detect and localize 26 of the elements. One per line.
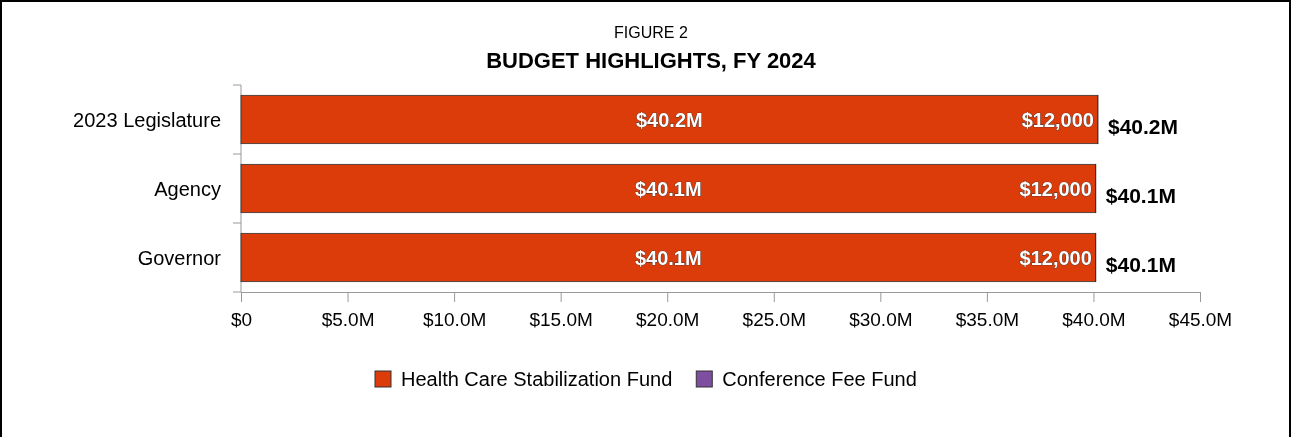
y-tick-label: Governor: [137, 246, 222, 269]
x-tick-label: $35.0M: [955, 308, 1020, 330]
data-label: $12,000: [1019, 177, 1092, 200]
total-label: $40.1M: [1105, 183, 1176, 207]
legend-label: Conference Fee Fund: [722, 368, 917, 390]
x-tick-label: $30.0M: [849, 308, 913, 330]
x-tick-label: $25.0M: [742, 308, 806, 330]
x-tick-label: $45.0M: [1168, 308, 1233, 330]
data-label: $40.1M: [634, 246, 702, 269]
data-label: $12,000: [1021, 108, 1094, 131]
data-label: $40.1M: [634, 177, 702, 200]
data-label: $40.2M: [635, 108, 703, 131]
data-label: $12,000: [1019, 246, 1092, 269]
y-tick-label: 2023 Legislature: [73, 108, 221, 131]
x-tick-label: $40.0M: [1062, 308, 1126, 330]
x-tick-label: $0: [230, 308, 253, 330]
total-label: $40.1M: [1105, 252, 1176, 276]
y-tick-label: Agency: [154, 177, 221, 200]
legend-label: Health Care Stabilization Fund: [401, 368, 673, 390]
x-tick-label: $5.0M: [321, 308, 375, 330]
x-tick-label: $15.0M: [529, 308, 593, 330]
total-label: $40.2M: [1107, 114, 1179, 138]
chart-title: BUDGET HIGHLIGHTS, FY 2024: [486, 48, 817, 73]
x-tick-label: $10.0M: [422, 308, 487, 330]
chart-subtitle: FIGURE 2: [614, 24, 688, 41]
x-tick-label: $20.0M: [636, 308, 700, 330]
